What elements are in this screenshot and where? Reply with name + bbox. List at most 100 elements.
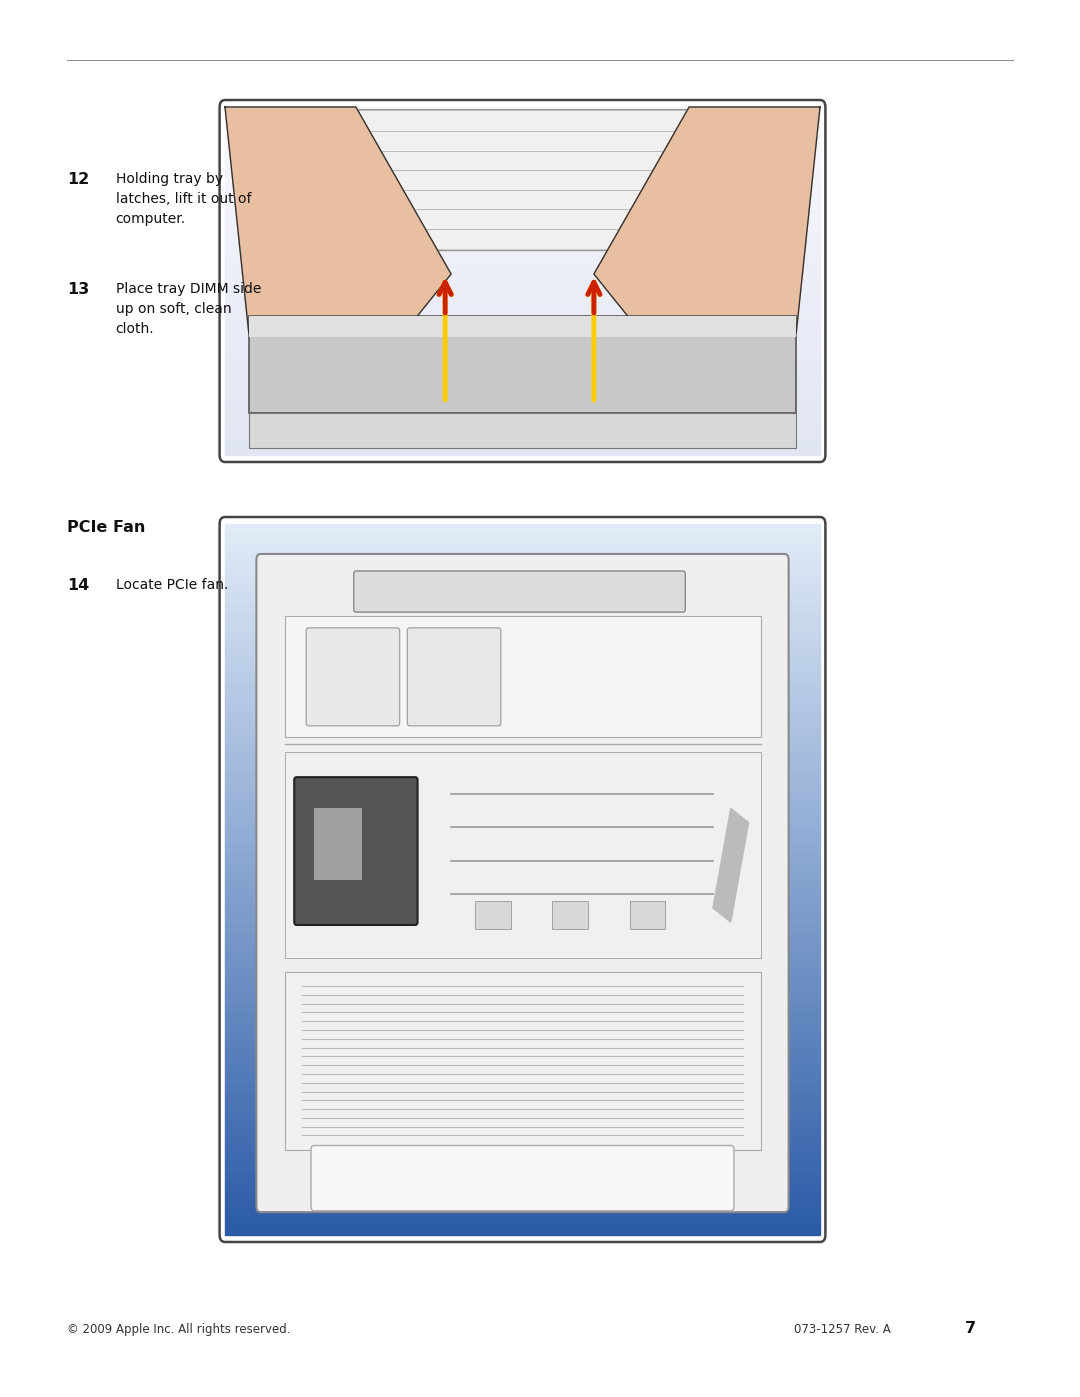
Bar bbox=[225, 169, 820, 176]
Bar bbox=[630, 901, 665, 929]
Bar bbox=[284, 752, 760, 958]
Text: Holding tray by
latches, lift it out of
computer.: Holding tray by latches, lift it out of … bbox=[116, 172, 251, 226]
Bar bbox=[225, 122, 820, 129]
Bar bbox=[225, 1217, 820, 1227]
Bar bbox=[225, 288, 820, 295]
Bar bbox=[225, 1004, 820, 1013]
Bar bbox=[225, 809, 820, 817]
Bar bbox=[225, 817, 820, 826]
Bar bbox=[225, 782, 820, 791]
FancyBboxPatch shape bbox=[306, 627, 400, 726]
FancyBboxPatch shape bbox=[240, 110, 806, 250]
Bar bbox=[225, 1013, 820, 1021]
Bar bbox=[225, 773, 820, 782]
Bar bbox=[225, 1146, 820, 1155]
Bar bbox=[225, 1092, 820, 1102]
Polygon shape bbox=[713, 809, 748, 922]
Bar bbox=[314, 809, 362, 880]
Bar bbox=[225, 337, 820, 344]
Bar bbox=[225, 897, 820, 907]
Bar bbox=[225, 764, 820, 773]
Bar bbox=[225, 232, 820, 239]
Bar bbox=[225, 260, 820, 267]
Bar bbox=[225, 862, 820, 870]
Bar bbox=[225, 1129, 820, 1137]
Bar bbox=[225, 434, 820, 441]
Bar bbox=[225, 197, 820, 204]
Text: 12: 12 bbox=[67, 172, 90, 187]
Bar bbox=[225, 302, 820, 309]
Text: 13: 13 bbox=[67, 282, 90, 298]
Bar bbox=[225, 852, 820, 862]
Bar bbox=[225, 719, 820, 728]
Text: PCIe Fan: PCIe Fan bbox=[67, 521, 146, 535]
Bar bbox=[225, 648, 820, 658]
Bar bbox=[225, 835, 820, 844]
FancyBboxPatch shape bbox=[354, 571, 686, 612]
Bar bbox=[225, 1119, 820, 1129]
Polygon shape bbox=[225, 108, 451, 334]
Bar bbox=[225, 358, 820, 365]
Bar bbox=[225, 309, 820, 316]
Bar bbox=[225, 923, 820, 933]
Bar bbox=[225, 267, 820, 274]
Bar bbox=[225, 148, 820, 155]
Bar bbox=[225, 1039, 820, 1048]
Bar bbox=[225, 176, 820, 183]
Bar bbox=[225, 344, 820, 351]
Bar bbox=[225, 365, 820, 372]
Bar bbox=[225, 183, 820, 190]
Bar bbox=[225, 915, 820, 923]
Bar bbox=[225, 129, 820, 136]
Bar bbox=[225, 330, 820, 337]
Bar bbox=[225, 870, 820, 880]
Bar bbox=[225, 791, 820, 799]
Bar bbox=[225, 666, 820, 675]
Bar bbox=[225, 1021, 820, 1031]
Bar bbox=[225, 190, 820, 197]
Bar bbox=[225, 968, 820, 978]
Bar bbox=[225, 239, 820, 246]
Bar bbox=[225, 1031, 820, 1039]
Bar bbox=[225, 400, 820, 407]
Bar bbox=[248, 316, 796, 414]
Bar bbox=[225, 448, 820, 455]
Bar bbox=[225, 108, 820, 115]
Bar bbox=[225, 115, 820, 122]
Bar bbox=[225, 1111, 820, 1119]
Bar bbox=[225, 407, 820, 414]
Text: Locate PCIe fan.: Locate PCIe fan. bbox=[116, 578, 228, 592]
Bar bbox=[225, 162, 820, 169]
Bar bbox=[225, 604, 820, 613]
Bar bbox=[225, 658, 820, 666]
Bar bbox=[225, 569, 820, 577]
Bar bbox=[225, 701, 820, 711]
Bar bbox=[225, 386, 820, 393]
Bar bbox=[225, 142, 820, 148]
Bar bbox=[225, 844, 820, 852]
Bar bbox=[225, 542, 820, 550]
Bar bbox=[225, 746, 820, 754]
Bar bbox=[225, 351, 820, 358]
Bar bbox=[225, 155, 820, 162]
Bar bbox=[225, 274, 820, 281]
Bar bbox=[225, 1182, 820, 1190]
Bar bbox=[225, 942, 820, 950]
Bar bbox=[225, 1066, 820, 1076]
Bar bbox=[225, 372, 820, 379]
Bar bbox=[225, 826, 820, 835]
Bar bbox=[225, 295, 820, 302]
Bar bbox=[225, 1208, 820, 1217]
Bar bbox=[225, 738, 820, 746]
Bar bbox=[225, 427, 820, 434]
Bar bbox=[225, 211, 820, 218]
Bar bbox=[225, 393, 820, 400]
Bar bbox=[225, 414, 820, 420]
Bar bbox=[225, 978, 820, 986]
FancyBboxPatch shape bbox=[407, 627, 501, 726]
Bar bbox=[225, 532, 820, 542]
Text: © 2009 Apple Inc. All rights reserved.: © 2009 Apple Inc. All rights reserved. bbox=[67, 1323, 291, 1336]
Bar bbox=[225, 640, 820, 648]
Bar bbox=[225, 1200, 820, 1208]
Text: Place tray DIMM side
up on soft, clean
cloth.: Place tray DIMM side up on soft, clean c… bbox=[116, 282, 261, 337]
